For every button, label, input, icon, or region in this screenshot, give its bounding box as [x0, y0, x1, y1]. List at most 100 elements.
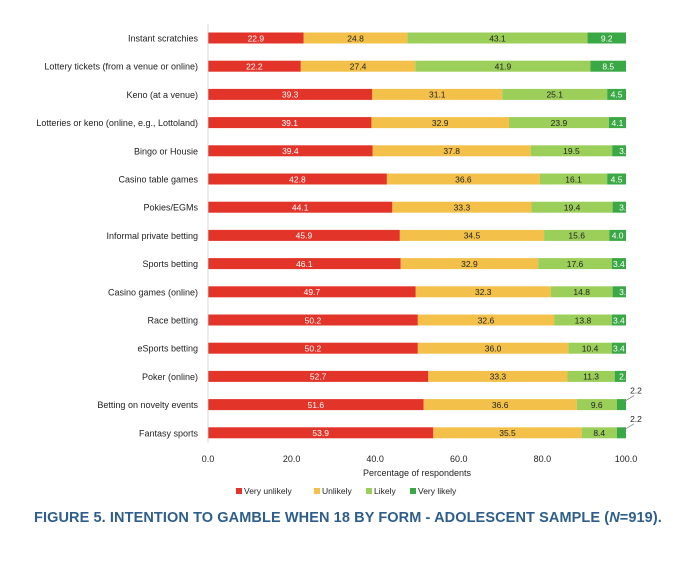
- x-tick-label: 100.0: [615, 454, 638, 464]
- bar-segment: [581, 427, 617, 439]
- value-label: 4.5: [611, 90, 623, 100]
- category-label: Fantasy sports: [139, 428, 199, 438]
- value-label: 3.4: [613, 344, 625, 354]
- bar-segment: [208, 145, 373, 157]
- bar-segment: [550, 286, 613, 298]
- category-label: Informal private betting: [106, 231, 198, 241]
- value-label: 50.2: [305, 344, 322, 354]
- value-label: 42.8: [289, 174, 306, 184]
- bar-segment: [208, 117, 372, 129]
- caption-n-value: =919).: [619, 510, 662, 526]
- bar-segment: [417, 342, 569, 354]
- x-tick-label: 80.0: [534, 454, 552, 464]
- category-labels: Instant scratchies Lottery tickets (from …: [36, 34, 198, 439]
- bar-segment: [208, 32, 304, 44]
- value-label: 22.9: [248, 33, 265, 43]
- value-label: 2.2: [630, 414, 642, 424]
- value-label: 3.2: [619, 203, 631, 213]
- value-labels: 22.9 24.8 43.1 9.2 22.2 27.4 41.9 8.5 39.3 31.1 25…: [246, 33, 642, 438]
- figure-caption: FIGURE 5. INTENTION TO GAMBLE WHEN 18 BY…: [34, 510, 662, 526]
- value-label: 34.5: [464, 231, 481, 241]
- value-label: 43.1: [489, 33, 506, 43]
- value-label: 14.8: [573, 287, 590, 297]
- bar-segment: [428, 370, 568, 382]
- value-label: 33.3: [490, 372, 507, 382]
- value-label: 4.5: [611, 174, 623, 184]
- value-label: 32.3: [475, 287, 492, 297]
- value-label: 23.9: [551, 118, 568, 128]
- legend-label: Unlikely: [322, 486, 353, 496]
- value-label: 10.4: [582, 344, 599, 354]
- value-label: 32.6: [478, 315, 495, 325]
- value-label: 4.0: [612, 231, 624, 241]
- legend-swatch: [236, 488, 242, 494]
- bar-segment: [568, 342, 612, 354]
- value-label: 50.2: [305, 315, 322, 325]
- value-label: 19.5: [563, 146, 580, 156]
- value-label: 2.2: [630, 386, 642, 396]
- stacked-bar-chart: Instant scratchies Lottery tickets (from …: [36, 24, 642, 496]
- bar-segment: [614, 370, 626, 382]
- bar-segment: [607, 173, 626, 185]
- bar-segment: [372, 88, 503, 100]
- bar-segment: [208, 427, 434, 439]
- bar-segment: [208, 229, 400, 241]
- callout-line: [623, 423, 635, 431]
- category-label: eSports betting: [137, 344, 198, 354]
- value-label: 36.0: [485, 344, 502, 354]
- value-label: 24.8: [347, 33, 364, 43]
- bar-segment: [608, 117, 626, 129]
- value-label: 52.7: [310, 372, 327, 382]
- category-label: Poker (online): [142, 372, 198, 382]
- value-label: 3.4: [613, 315, 625, 325]
- bar-segment: [371, 117, 509, 129]
- category-label: Casino table games: [118, 175, 198, 185]
- bar-segment: [423, 399, 577, 411]
- bar-segment: [611, 342, 626, 354]
- bar-segment: [539, 173, 608, 185]
- value-label: 3.2: [619, 287, 631, 297]
- bar-segment: [386, 173, 540, 185]
- bar-segment: [415, 60, 591, 72]
- bar-segment: [208, 370, 429, 382]
- bar-segment: [208, 88, 373, 100]
- value-label: 19.4: [564, 203, 581, 213]
- value-label: 11.3: [583, 372, 599, 382]
- value-label: 17.6: [567, 259, 584, 269]
- bar-segment: [609, 229, 626, 241]
- value-label: 15.6: [568, 231, 585, 241]
- category-label: Keno (at a venue): [126, 90, 198, 100]
- bar-segment: [530, 145, 613, 157]
- value-label: 27.4: [350, 62, 367, 72]
- bar-segment: [538, 258, 612, 270]
- bar-segment: [531, 201, 613, 213]
- bar-segment: [208, 314, 418, 326]
- category-label: Betting on novelty events: [97, 400, 198, 410]
- bar-segment: [208, 258, 401, 270]
- value-label: 8.5: [602, 62, 614, 72]
- legend-swatch: [410, 488, 416, 494]
- bar-segment: [587, 32, 626, 44]
- bar-segment: [544, 229, 610, 241]
- category-label: Lotteries or keno (online, e.g., Lottola…: [36, 118, 198, 128]
- bar-segment: [607, 88, 626, 100]
- category-label: Race betting: [147, 316, 198, 326]
- value-label: 46.1: [296, 259, 313, 269]
- legend-label: Very unlikely: [244, 486, 292, 496]
- value-label: 22.2: [246, 62, 263, 72]
- value-label: 33.3: [454, 203, 471, 213]
- legend-label: Likely: [374, 486, 396, 496]
- value-label: 39.4: [282, 146, 299, 156]
- category-label: Sports betting: [142, 259, 198, 269]
- bar-segment: [372, 145, 531, 157]
- bar-segment: [407, 32, 588, 44]
- bar-segment: [400, 258, 539, 270]
- x-axis-title: Percentage of respondents: [363, 468, 472, 478]
- value-label: 3.4: [613, 259, 625, 269]
- bar-segment: [208, 173, 387, 185]
- bars: [208, 32, 626, 439]
- value-label: 31.1: [429, 90, 446, 100]
- value-label: 3.3: [619, 146, 631, 156]
- value-label: 9.2: [601, 33, 613, 43]
- bar-segment: [300, 60, 416, 72]
